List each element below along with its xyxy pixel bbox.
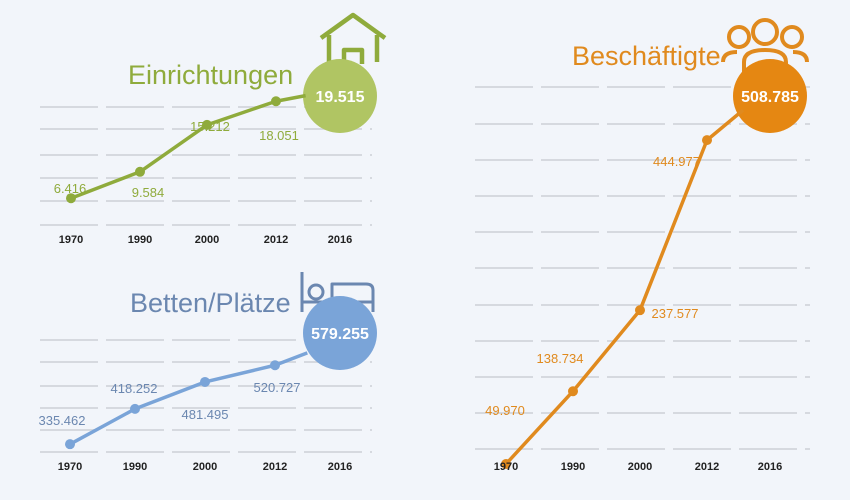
- house-icon-roof: [319, 12, 387, 40]
- data-label-1970: 335.462: [39, 413, 86, 428]
- data-label-1970: 6.416: [54, 181, 87, 196]
- people-icon-body-center: [742, 47, 788, 74]
- chart-title: Betten/Plätze: [130, 288, 291, 318]
- data-label-1990: 418.252: [111, 381, 158, 396]
- highlight-bubble: [733, 59, 807, 133]
- data-point-1990: [568, 386, 578, 397]
- data-label-2000: 237.577: [652, 306, 699, 321]
- x-tick-label: 2012: [264, 234, 288, 246]
- highlight-value: 508.785: [741, 89, 799, 106]
- x-tick-label: 2000: [195, 234, 219, 246]
- series-line: [504, 108, 745, 466]
- people-icon-head-right: [780, 25, 804, 49]
- people-icon-head-left: [727, 25, 751, 49]
- data-point-1990: [130, 403, 140, 414]
- house-icon: [319, 12, 387, 67]
- data-point-2000: [202, 119, 212, 130]
- people-icon-head-center: [751, 18, 779, 46]
- x-tick-label: 2012: [695, 461, 719, 473]
- chart-title: Beschäftigte: [572, 41, 721, 71]
- data-point-1970: [66, 193, 76, 204]
- x-tick-label: 2016: [328, 461, 352, 473]
- people-group-icon: [721, 18, 809, 74]
- highlight-bubble: [303, 59, 377, 133]
- x-tick-label: 2016: [758, 461, 782, 473]
- x-tick-label: 2012: [263, 461, 287, 473]
- x-tick-label: 2016: [328, 234, 352, 246]
- data-point-2012: [702, 135, 712, 146]
- betten-panel: Betten/Plätze 335.462 418.252 481.495 520.72…: [39, 272, 377, 473]
- data-label-2000: 481.495: [182, 407, 229, 422]
- data-point-2000: [635, 305, 645, 316]
- series-line: [70, 93, 306, 200]
- x-tick-label: 1990: [561, 461, 585, 473]
- data-label-2000: 15.212: [190, 119, 230, 134]
- einrichtungen-panel: Einrichtungen 6.416 9.584 15.212 18.051 19.51…: [40, 12, 387, 246]
- data-label-1990: 9.584: [132, 185, 165, 200]
- data-point-1970: [65, 439, 75, 450]
- x-tick-label: 1970: [59, 234, 83, 246]
- data-label-1990: 138.734: [537, 351, 584, 366]
- x-tick-label: 1970: [58, 461, 82, 473]
- data-label-2012: 18.051: [259, 128, 299, 143]
- data-point-2000: [200, 376, 210, 387]
- x-tick-label: 1990: [128, 234, 152, 246]
- x-tick-label: 2000: [193, 461, 217, 473]
- data-label-1970: 49.970: [485, 403, 525, 418]
- highlight-bubble: [303, 296, 377, 370]
- data-point-1990: [135, 166, 145, 177]
- chart-title: Einrichtungen: [128, 60, 293, 90]
- highlight-value: 579.255: [311, 326, 369, 343]
- x-tick-label: 2000: [628, 461, 652, 473]
- x-tick-label: 1990: [123, 461, 147, 473]
- highlight-value: 19.515: [316, 89, 365, 106]
- data-point-1970: [501, 459, 511, 470]
- x-tick-label: 1970: [494, 461, 518, 473]
- data-point-2012: [271, 96, 281, 107]
- data-label-2012: 520.727: [254, 380, 301, 395]
- house-icon-door: [341, 47, 365, 67]
- data-label-2012: 444.977: [653, 154, 700, 169]
- data-point-2012: [270, 360, 280, 371]
- beschaeftigte-panel: Beschäftigte 49.970 138.734 237.577 444.977 5…: [475, 18, 810, 473]
- people-icon-bodies-side: [721, 50, 809, 63]
- bed-icon-pillow: [307, 283, 325, 301]
